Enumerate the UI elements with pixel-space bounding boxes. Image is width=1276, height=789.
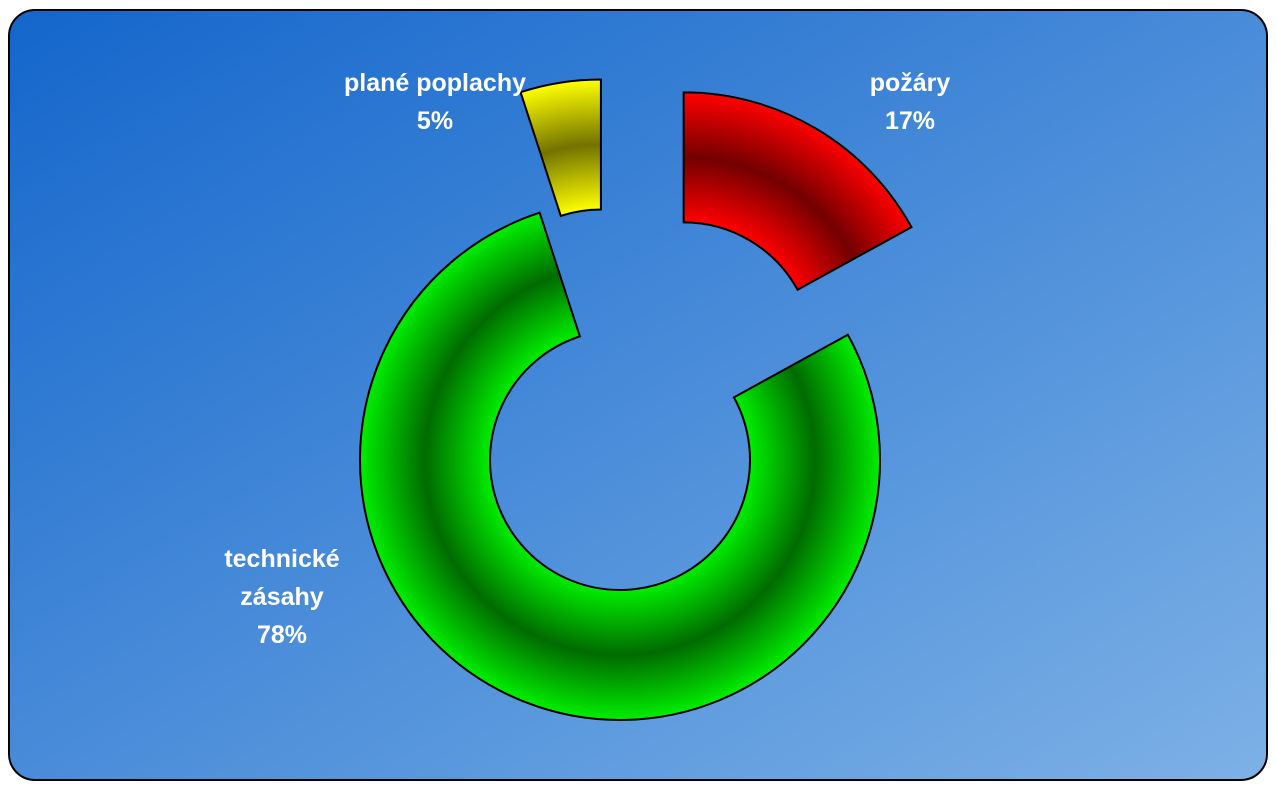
donut-slice — [682, 91, 913, 292]
donut-slice — [519, 78, 602, 218]
slice-label: technické zásahy 78% — [192, 540, 372, 654]
category-label: požáry — [869, 69, 951, 97]
category-label: plané poplachy — [344, 69, 526, 97]
category-label: technické zásahy — [224, 545, 340, 611]
value-label: 78% — [256, 621, 308, 649]
background — [8, 9, 1268, 781]
value-label: 5% — [416, 107, 454, 135]
slice-label: plané poplachy 5% — [344, 64, 526, 140]
donut-slice — [359, 211, 881, 721]
slice-label: požáry 17% — [870, 64, 951, 140]
value-label: 17% — [884, 107, 936, 135]
